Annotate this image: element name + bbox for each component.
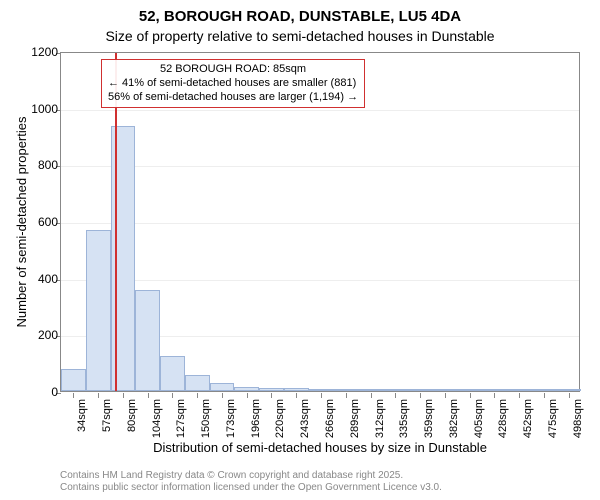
y-tick-label: 1200 (8, 45, 58, 59)
x-tick-mark (321, 393, 322, 398)
x-tick-mark (222, 393, 223, 398)
histogram-bar (259, 388, 284, 391)
gridline-h (61, 166, 579, 167)
x-tick-label: 312sqm (374, 399, 386, 438)
histogram-bar (185, 375, 210, 391)
histogram-bar (457, 389, 482, 391)
x-tick-mark (395, 393, 396, 398)
x-tick-mark (172, 393, 173, 398)
chart-container: 52, BOROUGH ROAD, DUNSTABLE, LU5 4DA Siz… (0, 0, 600, 500)
x-tick-label: 405sqm (473, 399, 485, 438)
x-tick-label: 150sqm (200, 399, 212, 438)
y-tick-label: 600 (8, 215, 58, 229)
annotation-line-1: 52 BOROUGH ROAD: 85sqm (108, 63, 358, 77)
x-tick-label: 57sqm (101, 399, 113, 432)
y-tick-label: 800 (8, 158, 58, 172)
x-tick-mark (73, 393, 74, 398)
x-tick-mark (197, 393, 198, 398)
x-tick-label: 243sqm (299, 399, 311, 438)
x-tick-label: 80sqm (126, 399, 138, 432)
x-tick-mark (470, 393, 471, 398)
x-tick-mark (296, 393, 297, 398)
annotation-line-2: ← 41% of semi-detached houses are smalle… (108, 77, 358, 91)
histogram-bar (507, 389, 532, 391)
x-tick-label: 196sqm (250, 399, 262, 438)
x-tick-label: 173sqm (225, 399, 237, 438)
x-axis-label: Distribution of semi-detached houses by … (60, 440, 580, 455)
x-tick-label: 452sqm (522, 399, 534, 438)
histogram-bar (408, 389, 433, 391)
x-tick-label: 220sqm (274, 399, 286, 438)
x-tick-mark (494, 393, 495, 398)
footer-line-2: Contains public sector information licen… (60, 482, 580, 494)
x-tick-label: 475sqm (547, 399, 559, 438)
x-tick-mark (98, 393, 99, 398)
histogram-bar (234, 387, 259, 391)
y-tick-label: 400 (8, 272, 58, 286)
x-tick-label: 498sqm (572, 399, 584, 438)
histogram-bar (135, 290, 160, 391)
x-tick-mark (420, 393, 421, 398)
x-tick-label: 428sqm (497, 399, 509, 438)
histogram-bar (61, 369, 86, 391)
footer-attribution: Contains HM Land Registry data © Crown c… (60, 470, 580, 494)
histogram-bar (556, 389, 581, 391)
histogram-bar (309, 389, 334, 391)
x-tick-label: 359sqm (423, 399, 435, 438)
x-tick-mark (148, 393, 149, 398)
x-tick-mark (519, 393, 520, 398)
annotation-line-3: 56% of semi-detached houses are larger (… (108, 91, 358, 105)
y-tick-label: 1000 (8, 102, 58, 116)
gridline-h (61, 223, 579, 224)
histogram-bar (432, 389, 457, 391)
x-tick-label: 382sqm (448, 399, 460, 438)
chart-title: 52, BOROUGH ROAD, DUNSTABLE, LU5 4DA (0, 8, 600, 25)
footer-line-1: Contains HM Land Registry data © Crown c… (60, 470, 580, 482)
annotation-box: 52 BOROUGH ROAD: 85sqm← 41% of semi-deta… (101, 59, 365, 108)
x-tick-mark (445, 393, 446, 398)
histogram-bar (284, 388, 309, 391)
x-tick-label: 104sqm (151, 399, 163, 438)
histogram-bar (383, 389, 408, 391)
x-tick-mark (247, 393, 248, 398)
x-tick-mark (371, 393, 372, 398)
histogram-bar (531, 389, 556, 391)
histogram-bar (210, 383, 235, 392)
y-tick-label: 0 (8, 385, 58, 399)
x-tick-mark (271, 393, 272, 398)
x-tick-label: 34sqm (76, 399, 88, 432)
histogram-bar (333, 389, 358, 391)
histogram-bar (358, 389, 383, 391)
x-tick-label: 335sqm (398, 399, 410, 438)
x-tick-label: 289sqm (349, 399, 361, 438)
gridline-h (61, 280, 579, 281)
x-tick-label: 266sqm (324, 399, 336, 438)
chart-subtitle: Size of property relative to semi-detach… (0, 28, 600, 44)
histogram-bar (160, 356, 185, 391)
y-tick-label: 200 (8, 328, 58, 342)
x-tick-label: 127sqm (175, 399, 187, 438)
gridline-h (61, 110, 579, 111)
plot-area: 52 BOROUGH ROAD: 85sqm← 41% of semi-deta… (60, 52, 580, 392)
histogram-bar (482, 389, 507, 391)
x-tick-mark (544, 393, 545, 398)
x-tick-mark (123, 393, 124, 398)
x-tick-mark (346, 393, 347, 398)
x-tick-mark (569, 393, 570, 398)
histogram-bar (86, 230, 111, 392)
